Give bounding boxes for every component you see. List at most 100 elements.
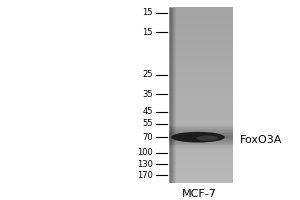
Bar: [173, 8, 174, 183]
Bar: [170, 8, 171, 183]
Bar: [169, 180, 232, 181]
Bar: [169, 133, 232, 135]
Bar: [169, 108, 232, 110]
Bar: [169, 120, 232, 122]
Bar: [169, 101, 232, 103]
Bar: [169, 69, 232, 71]
Text: 35: 35: [142, 90, 153, 99]
Bar: [175, 8, 176, 183]
Bar: [169, 85, 232, 87]
Bar: [174, 8, 175, 183]
Bar: [169, 123, 232, 125]
Bar: [169, 16, 232, 18]
Bar: [169, 136, 232, 138]
Bar: [169, 42, 232, 44]
Bar: [170, 8, 171, 183]
Text: 55: 55: [142, 119, 153, 128]
Bar: [169, 121, 232, 123]
Bar: [173, 8, 174, 183]
Bar: [172, 8, 173, 183]
Bar: [169, 92, 232, 94]
Bar: [169, 8, 170, 183]
Bar: [169, 7, 232, 9]
Bar: [169, 35, 232, 37]
Text: 15: 15: [142, 8, 153, 17]
Bar: [169, 13, 232, 15]
Bar: [169, 161, 232, 163]
Bar: [169, 158, 232, 160]
Bar: [169, 102, 232, 104]
Bar: [169, 152, 232, 154]
Bar: [169, 48, 232, 50]
Bar: [169, 66, 232, 68]
Bar: [169, 91, 232, 92]
Bar: [169, 77, 232, 79]
Bar: [169, 88, 232, 90]
Bar: [169, 99, 232, 101]
Bar: [169, 75, 232, 76]
Bar: [169, 56, 232, 57]
Bar: [169, 127, 232, 129]
Bar: [169, 38, 232, 40]
Bar: [169, 23, 232, 25]
Bar: [169, 111, 232, 113]
Bar: [169, 83, 232, 85]
Bar: [169, 166, 232, 168]
Bar: [169, 67, 232, 69]
Bar: [169, 171, 232, 173]
Bar: [169, 129, 232, 130]
Bar: [169, 174, 232, 176]
Bar: [172, 8, 173, 183]
Bar: [169, 72, 232, 73]
Text: FoxO3A: FoxO3A: [240, 135, 282, 145]
Bar: [169, 25, 232, 27]
Bar: [169, 124, 232, 126]
Bar: [169, 169, 232, 171]
Bar: [169, 12, 232, 14]
Bar: [169, 164, 232, 165]
Bar: [169, 112, 232, 114]
Bar: [169, 47, 232, 49]
Bar: [169, 96, 232, 98]
Bar: [169, 21, 232, 22]
Bar: [169, 32, 232, 34]
Text: 170: 170: [137, 171, 153, 180]
Bar: [169, 156, 232, 158]
Bar: [169, 31, 232, 33]
Bar: [169, 150, 232, 152]
Bar: [169, 177, 232, 179]
Bar: [169, 73, 232, 75]
Bar: [169, 9, 232, 11]
Bar: [169, 145, 232, 146]
Bar: [169, 175, 232, 177]
Bar: [169, 153, 232, 155]
Bar: [169, 44, 232, 46]
Bar: [169, 149, 232, 151]
Bar: [172, 8, 173, 183]
Bar: [169, 26, 232, 28]
Bar: [169, 22, 232, 24]
Bar: [169, 40, 232, 41]
Bar: [169, 140, 232, 142]
Bar: [169, 130, 232, 132]
Bar: [169, 29, 232, 31]
Bar: [169, 172, 232, 174]
Bar: [169, 82, 232, 84]
Bar: [169, 115, 232, 117]
Bar: [169, 104, 232, 106]
Bar: [169, 98, 232, 100]
Bar: [169, 80, 232, 82]
Bar: [169, 10, 232, 12]
Bar: [169, 137, 232, 139]
Bar: [169, 162, 232, 164]
Bar: [169, 118, 232, 120]
Bar: [169, 64, 232, 66]
Bar: [173, 8, 174, 183]
Text: 25: 25: [142, 70, 153, 79]
Bar: [169, 95, 232, 97]
Bar: [169, 165, 232, 167]
Bar: [169, 45, 232, 47]
Bar: [169, 28, 232, 30]
Bar: [169, 86, 232, 88]
Bar: [169, 181, 232, 183]
